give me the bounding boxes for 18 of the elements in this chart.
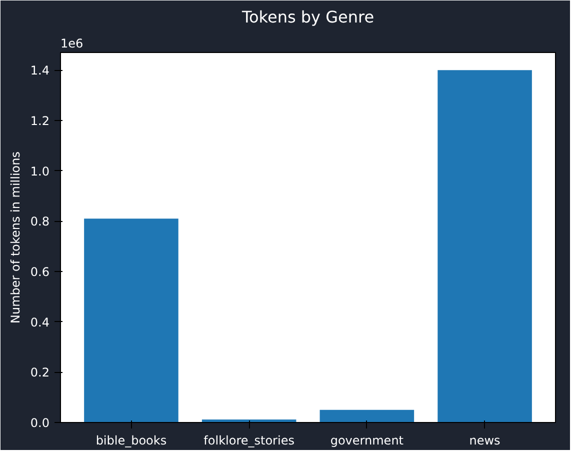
y-tick-label: 1.2	[30, 114, 50, 128]
y-axis-title: Number of tokens in millions	[8, 151, 22, 324]
y-tick-label: 1.4	[30, 64, 50, 78]
x-tick-label: news	[469, 434, 500, 448]
chart-title: Tokens by Genre	[240, 8, 374, 26]
bar	[320, 410, 414, 422]
y-tick-label: 0.6	[30, 264, 50, 279]
y-tick-label: 0.4	[30, 315, 50, 330]
text: 1e6	[60, 36, 84, 50]
bar	[438, 70, 532, 422]
bar	[84, 218, 178, 422]
y-tick-label: 1.0	[30, 164, 50, 178]
y-tick-label: 0.2	[30, 366, 50, 380]
x-tick-label: government	[330, 434, 404, 448]
x-tick-label: folklore_stories	[204, 434, 294, 448]
y-tick-label: 0.0	[30, 416, 50, 430]
y-tick-label: 0.8	[30, 214, 50, 229]
x-tick-label: bible_books	[96, 434, 167, 448]
